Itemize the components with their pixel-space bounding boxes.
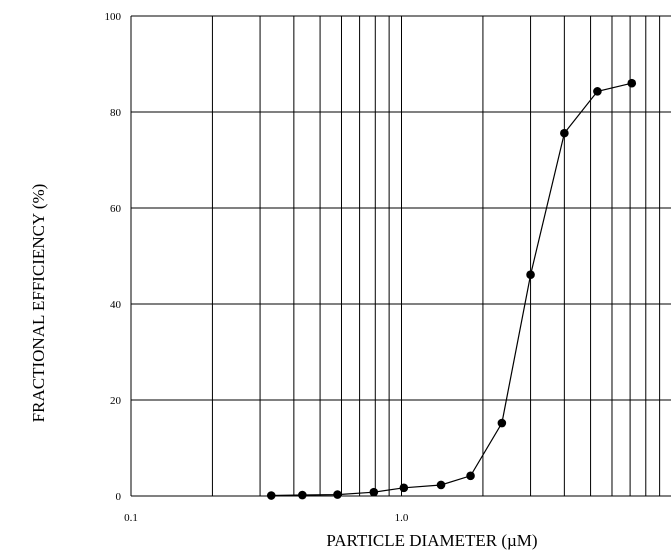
data-point [266,491,276,500]
series-efficiency [266,78,637,500]
data-point [627,78,637,88]
y-tick-label: 20 [110,395,122,407]
y-tick-label: 100 [105,11,122,23]
x-tick-label: 0.1 [124,512,138,524]
data-point [593,87,602,96]
data-point [436,480,446,490]
data-point [333,490,342,499]
y-tick-label: 80 [110,107,122,119]
grid [130,15,671,497]
data-point [526,270,535,280]
data-point [497,418,507,428]
x-axis-title: PARTICLE DIAMETER (µM) [326,531,537,550]
y-tick-label: 60 [110,203,122,215]
x-tick-labels: 0.1 1.0 [124,512,409,524]
data-point [298,490,307,500]
x-tick-label: 1.0 [395,512,409,524]
y-tick-label: 40 [110,299,122,311]
series-line [271,82,632,497]
data-point [466,471,475,481]
data-point [399,483,409,493]
y-tick-label: 0 [116,491,122,503]
data-point [369,487,379,497]
y-tick-labels: 0 20 40 60 80 100 [105,11,122,503]
y-axis-title: FRACTIONAL EFFICIENCY (%) [29,184,48,423]
data-point [560,128,569,138]
